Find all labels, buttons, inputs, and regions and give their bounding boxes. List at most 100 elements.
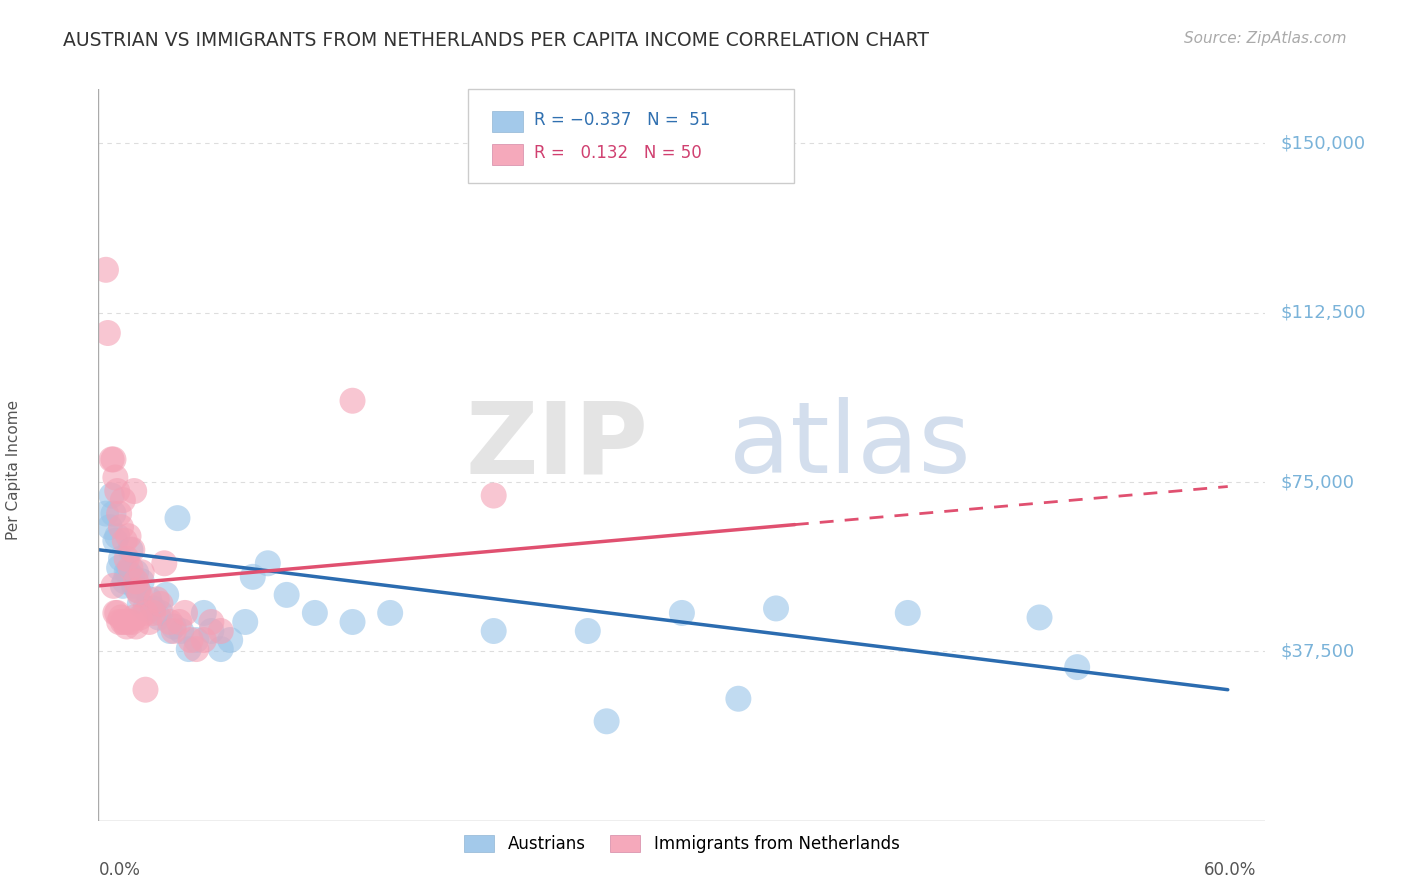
Point [110,610,132,624]
Text: atlas: atlas [728,398,970,494]
Point [209,642,232,657]
Point [765,601,787,615]
Point [98,520,121,534]
Text: Source: ZipAtlas.com: Source: ZipAtlas.com [1184,31,1347,46]
Point [138,615,160,629]
Point [342,615,364,629]
Point [142,601,165,615]
Point [110,551,132,566]
Point [122,483,145,498]
Point [100,489,122,503]
Point [108,561,131,575]
Point [149,606,172,620]
Text: Per Capita Income: Per Capita Income [6,400,21,540]
Point [1028,610,1050,624]
Point [104,606,127,620]
Point [120,561,142,575]
Point [117,566,139,580]
Point [142,606,165,620]
Point [105,606,128,620]
Point [134,682,156,697]
Legend: Austrians, Immigrants from Netherlands: Austrians, Immigrants from Netherlands [457,829,907,860]
Point [177,642,200,657]
Point [111,615,134,629]
Point [342,393,364,408]
Point [114,533,136,548]
Point [115,619,138,633]
Text: $112,500: $112,500 [1281,303,1367,322]
Text: R = −0.337   N =  51: R = −0.337 N = 51 [534,112,710,129]
Point [482,624,505,638]
Point [149,597,172,611]
Point [94,262,117,277]
Text: R =   0.132   N = 50: R = 0.132 N = 50 [534,145,702,162]
Point [180,633,202,648]
Point [108,507,131,521]
Text: ZIP: ZIP [465,398,648,494]
Point [114,615,136,629]
Point [256,556,278,570]
Point [146,592,169,607]
Point [138,592,160,607]
Point [155,588,177,602]
Point [105,529,128,543]
Point [127,583,149,598]
Point [219,633,242,648]
Point [127,583,149,598]
Point [103,507,125,521]
Point [159,615,181,629]
Point [193,633,215,648]
Point [134,601,156,615]
Point [209,624,232,638]
Point [104,533,127,548]
Point [121,615,143,629]
Point [125,619,148,633]
Point [103,452,125,467]
Point [121,542,143,557]
Point [1066,660,1088,674]
Point [163,619,186,633]
Point [115,566,138,580]
Text: $150,000: $150,000 [1281,135,1365,153]
Point [276,588,298,602]
Point [727,691,749,706]
Point [200,615,222,629]
Point [576,624,599,638]
Point [128,588,150,602]
Point [108,615,131,629]
Text: 0.0%: 0.0% [98,862,141,880]
Point [595,714,617,729]
Point [242,570,264,584]
Text: AUSTRIAN VS IMMIGRANTS FROM NETHERLANDS PER CAPITA INCOME CORRELATION CHART: AUSTRIAN VS IMMIGRANTS FROM NETHERLANDS … [63,31,929,50]
Point [97,326,120,340]
Point [121,570,143,584]
Point [125,574,148,589]
Point [304,606,326,620]
Point [169,615,191,629]
Point [200,624,222,638]
Point [122,610,145,624]
Point [128,610,150,624]
Point [94,507,117,521]
Point [897,606,920,620]
Point [131,566,153,580]
Point [193,606,215,620]
Point [186,633,208,648]
Point [134,606,156,620]
Point [159,624,181,638]
Point [153,556,176,570]
Point [114,574,136,589]
Point [148,610,170,624]
Point [163,624,186,638]
Point [131,574,153,589]
Point [125,566,148,580]
Point [117,529,139,543]
Point [186,642,208,657]
Point [104,470,127,484]
Text: 60.0%: 60.0% [1204,862,1256,880]
Point [100,452,122,467]
Text: $37,500: $37,500 [1281,642,1355,660]
Point [111,579,134,593]
Point [115,551,138,566]
Point [111,493,134,508]
